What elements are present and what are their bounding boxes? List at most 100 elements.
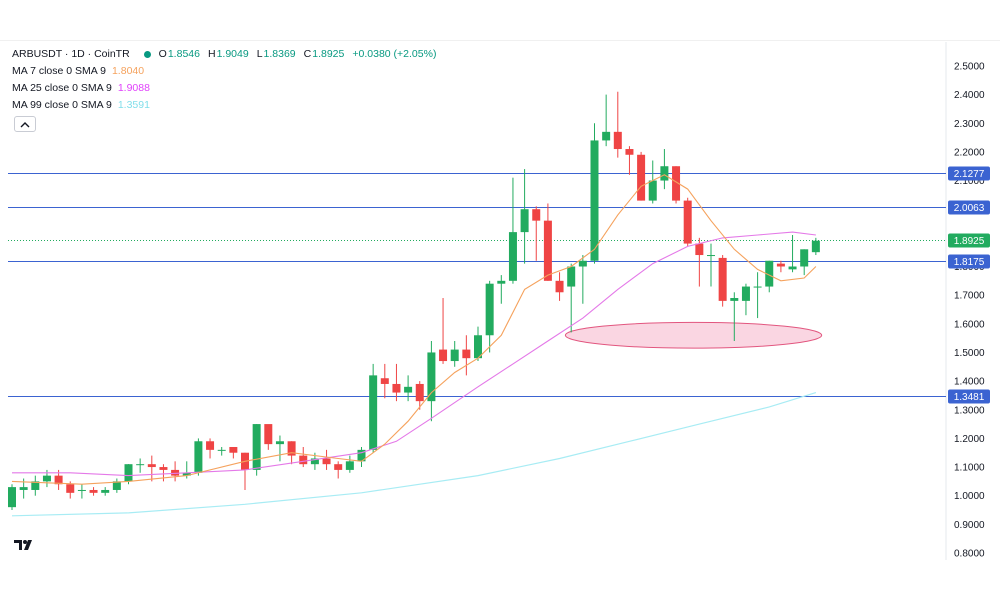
candle-59 bbox=[695, 237, 704, 287]
candle-0 bbox=[8, 484, 16, 511]
candle-11 bbox=[136, 458, 145, 473]
ma99-path bbox=[11, 392, 817, 517]
candle-23 bbox=[275, 435, 284, 462]
ma99-label: MA 99 close 0 SMA 9 bbox=[12, 99, 112, 111]
candle-13 bbox=[159, 464, 168, 482]
candle-67 bbox=[788, 234, 797, 273]
y-tick-label-17: 0.8000 bbox=[954, 549, 985, 560]
candle-body bbox=[19, 487, 28, 490]
candle-61 bbox=[718, 255, 727, 307]
close-label: C bbox=[303, 48, 312, 60]
candle-37 bbox=[439, 298, 448, 364]
candle-body bbox=[439, 349, 448, 362]
candle-2 bbox=[31, 475, 40, 496]
candle-56 bbox=[660, 149, 669, 190]
level-label-1: 2.0063 bbox=[954, 203, 985, 214]
candle-body bbox=[310, 458, 319, 465]
ma99-legend[interactable]: MA 99 close 0 SMA 9 1.3591 bbox=[12, 97, 440, 114]
candle-body bbox=[8, 487, 16, 508]
candle-body bbox=[404, 386, 413, 393]
market-status-icon bbox=[143, 51, 151, 58]
chart-legend: ARBUSDT · 1D · CoinTR O1.8546 H1.9049 L1… bbox=[12, 46, 440, 114]
ma7-label: MA 7 close 0 SMA 9 bbox=[12, 65, 106, 77]
candle-44 bbox=[520, 169, 529, 264]
candle-body bbox=[590, 140, 599, 261]
candle-body bbox=[77, 489, 86, 491]
candle-body bbox=[450, 349, 459, 362]
candle-18 bbox=[217, 446, 226, 456]
candle-body bbox=[811, 240, 820, 253]
candle-body bbox=[112, 481, 121, 490]
candle-53 bbox=[625, 146, 634, 175]
candle-body bbox=[182, 472, 191, 476]
candle-body bbox=[159, 467, 168, 470]
candle-36 bbox=[427, 340, 436, 422]
candle-body bbox=[683, 200, 692, 244]
candle-body bbox=[124, 464, 133, 482]
legend-symbol-row: ARBUSDT · 1D · CoinTR O1.8546 H1.9049 L1… bbox=[12, 46, 440, 63]
highlight-ellipse[interactable] bbox=[564, 321, 823, 349]
candle-42 bbox=[497, 275, 506, 304]
candle-49 bbox=[578, 255, 587, 304]
price-axis[interactable]: 2.50002.40002.30002.20002.10002.00001.90… bbox=[954, 61, 985, 559]
candle-body bbox=[567, 266, 576, 287]
candle-body bbox=[299, 455, 308, 465]
annotation-ellipse bbox=[564, 321, 823, 349]
level-label-2: 1.8175 bbox=[954, 257, 985, 268]
candle-body bbox=[171, 469, 180, 476]
candle-62 bbox=[730, 292, 739, 341]
candle-body bbox=[695, 243, 704, 256]
candle-body bbox=[741, 286, 750, 301]
candle-60 bbox=[707, 243, 715, 287]
candle-body bbox=[252, 424, 261, 470]
level-tag-2 bbox=[948, 254, 990, 269]
candle-7 bbox=[89, 487, 98, 496]
candle-33 bbox=[392, 363, 401, 402]
y-tick-label-3: 2.2000 bbox=[954, 147, 985, 158]
candle-body bbox=[264, 424, 273, 445]
candle-body bbox=[555, 280, 564, 293]
ma7-legend[interactable]: MA 7 close 0 SMA 9 1.8040 bbox=[12, 63, 440, 80]
high-label: H bbox=[207, 48, 216, 60]
candle-28 bbox=[334, 461, 343, 479]
candle-body bbox=[194, 441, 203, 473]
change-value: +0.0380 (+2.05%) bbox=[352, 48, 437, 60]
candle-body bbox=[357, 449, 366, 462]
candle-body bbox=[415, 383, 424, 402]
candle-body bbox=[776, 263, 785, 267]
candle-46 bbox=[543, 203, 552, 281]
open-label: O bbox=[158, 48, 167, 60]
level-tag-0 bbox=[948, 166, 990, 181]
collapse-legend-button[interactable] bbox=[14, 116, 36, 132]
candle-43 bbox=[508, 177, 517, 284]
price-axis-labels: 2.1277 2.0063 1.8175 1.3481 1.8925 bbox=[948, 166, 990, 404]
ma25-label: MA 25 close 0 SMA 9 bbox=[12, 82, 112, 94]
candle-39 bbox=[462, 335, 471, 376]
symbol-title[interactable]: ARBUSDT · 1D · CoinTR bbox=[12, 48, 130, 60]
y-tick-label-10: 1.5000 bbox=[954, 348, 985, 359]
candle-63 bbox=[741, 283, 750, 316]
candle-64 bbox=[753, 272, 762, 319]
candle-34 bbox=[404, 375, 413, 402]
candle-22 bbox=[264, 424, 273, 450]
y-tick-label-12: 1.3000 bbox=[954, 405, 985, 416]
tradingview-logo-icon[interactable] bbox=[14, 538, 36, 552]
candle-25 bbox=[299, 446, 308, 468]
close-value: 1.8925 bbox=[312, 48, 345, 60]
candle-body bbox=[345, 461, 354, 470]
candle-65 bbox=[765, 260, 774, 293]
y-tick-label-16: 0.9000 bbox=[954, 520, 985, 531]
chevron-up-icon bbox=[20, 121, 30, 127]
y-tick-label-9: 1.6000 bbox=[954, 319, 985, 330]
candle-40 bbox=[474, 326, 482, 362]
candle-12 bbox=[147, 455, 156, 482]
candle-48 bbox=[567, 263, 576, 333]
ma25-legend[interactable]: MA 25 close 0 SMA 9 1.9088 bbox=[12, 80, 440, 97]
candle-31 bbox=[369, 363, 378, 453]
candle-68 bbox=[800, 249, 809, 276]
y-tick-label-4: 2.1000 bbox=[954, 176, 985, 187]
candle-body bbox=[672, 166, 681, 201]
candle-17 bbox=[206, 438, 215, 459]
candle-body bbox=[147, 464, 156, 468]
